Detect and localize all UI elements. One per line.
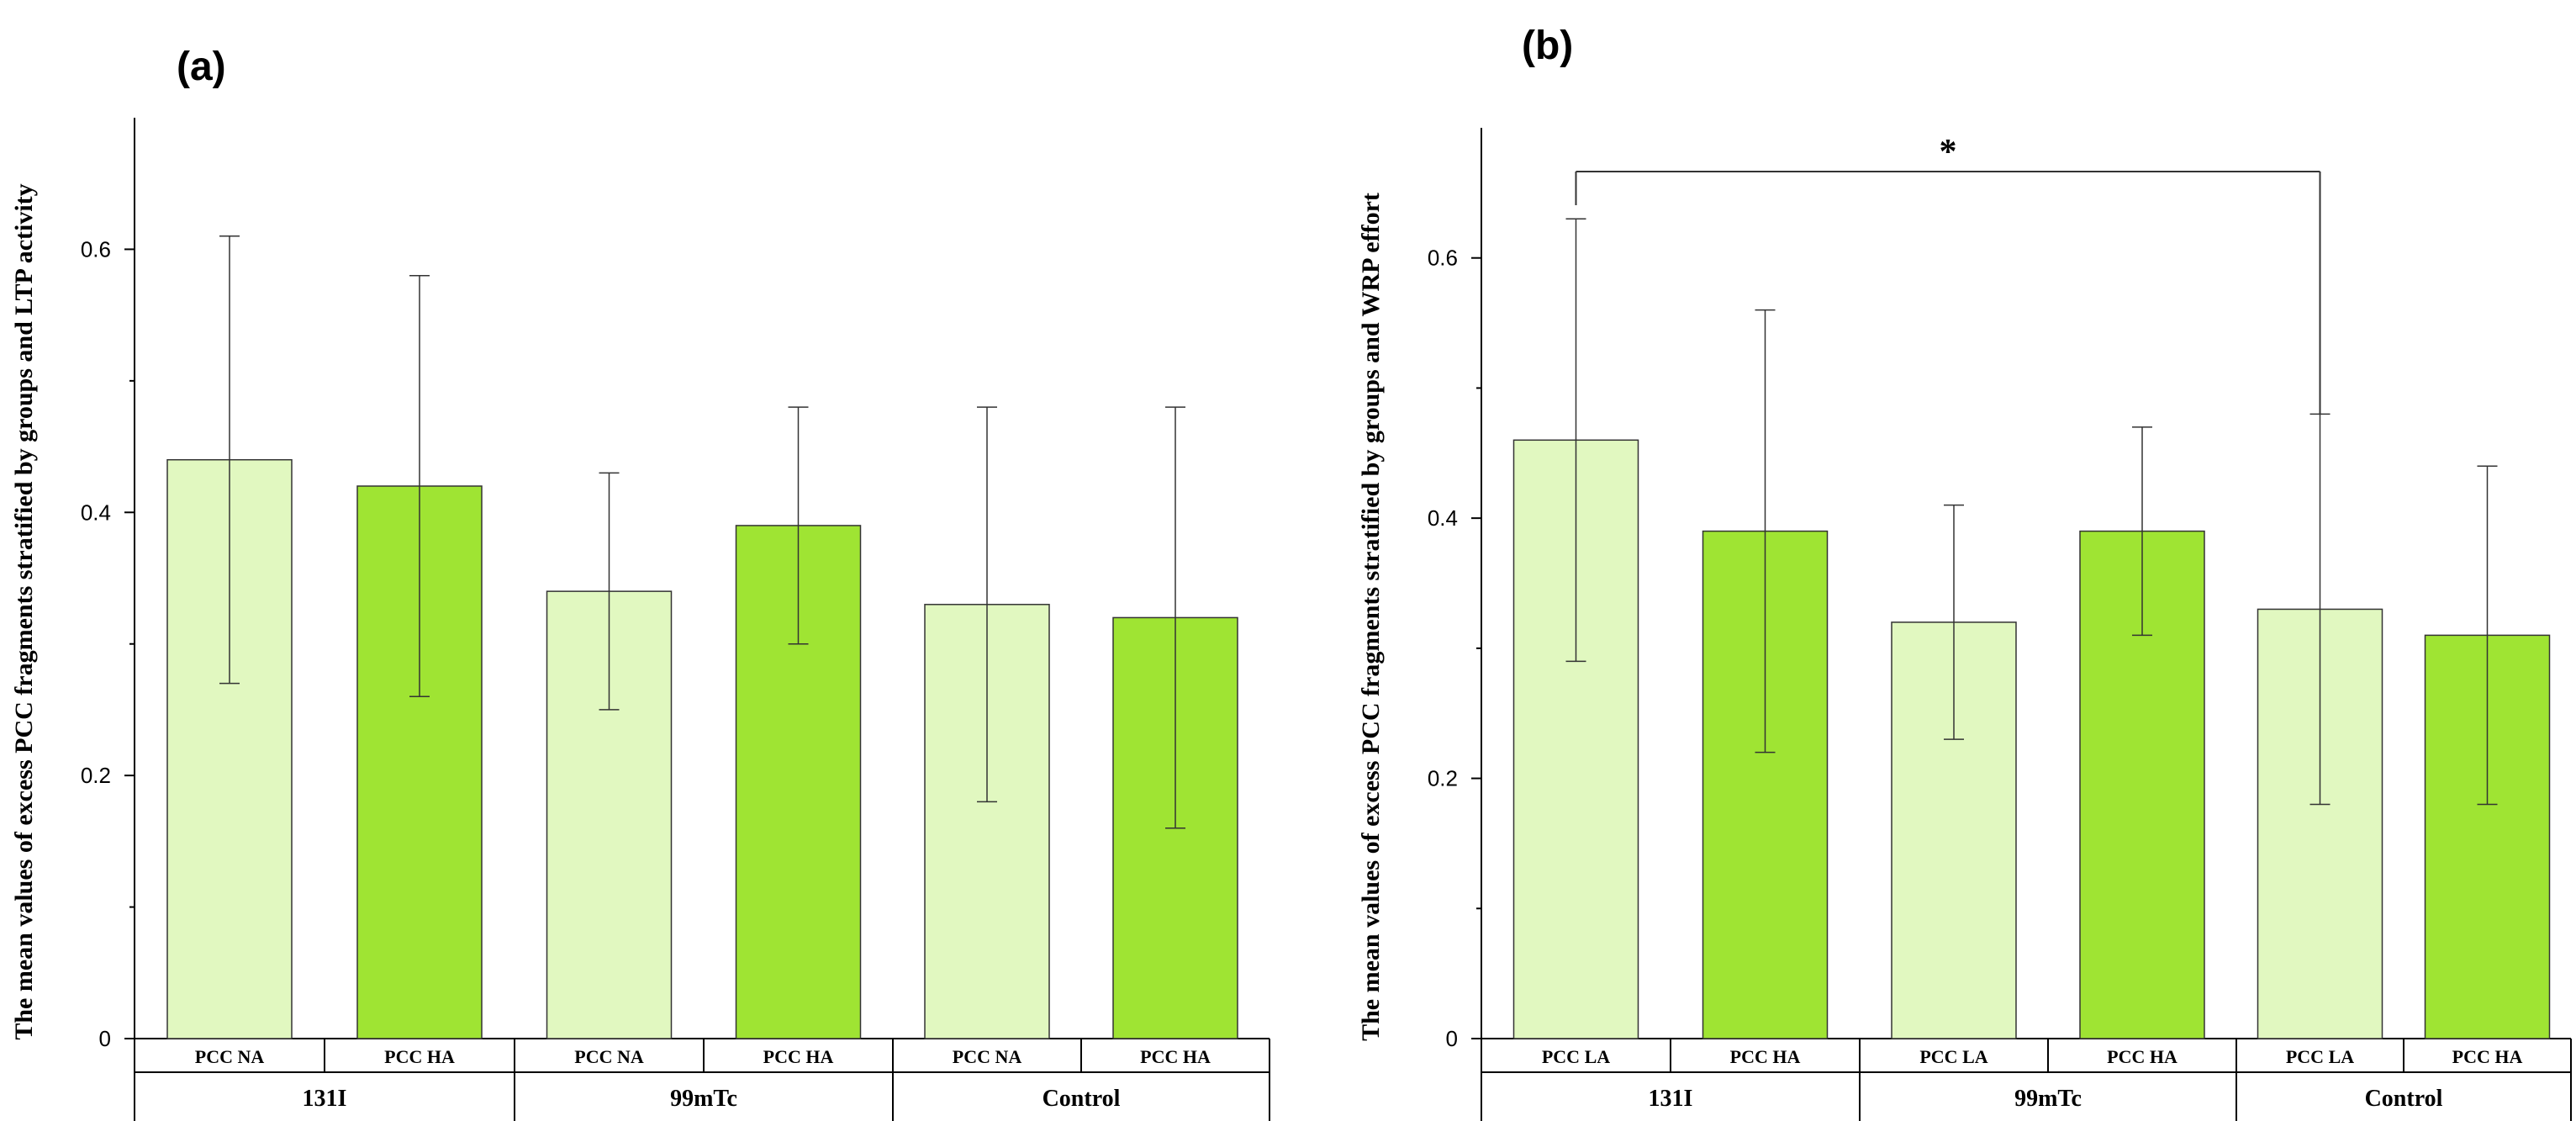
subcategory-label: PCC HA: [1140, 1046, 1211, 1067]
y-axis-label: The mean values of excess PCC fragments …: [10, 183, 38, 1039]
subcategory-label: PCC NA: [574, 1046, 644, 1067]
group-label: Control: [2365, 1086, 2443, 1112]
y-axis-label: The mean values of excess PCC fragments …: [1357, 193, 1385, 1041]
y-tick-label: 0.2: [81, 763, 111, 788]
subcategory-label: PCC HA: [2452, 1046, 2523, 1067]
group-label: 99mTc: [2014, 1086, 2082, 1112]
panel-label: (a): [177, 45, 226, 89]
significance-marker: *: [1940, 133, 1957, 172]
subcategory-label: PCC LA: [1919, 1046, 1987, 1067]
y-tick-label: 0.2: [1428, 766, 1458, 791]
y-tick-label: 0.6: [81, 236, 111, 262]
subcategory-label: PCC HA: [2107, 1046, 2177, 1067]
group-label: 99mTc: [670, 1086, 737, 1112]
subcategory-label: PCC HA: [1730, 1046, 1801, 1067]
group-label: 131I: [303, 1086, 347, 1112]
chart-panel-a: (a) The mean values of excess PCC fragmen…: [10, 45, 1270, 1121]
group-label: 131I: [1649, 1086, 1693, 1112]
chart-panel-b: (b) The mean values of excess PCC fragmen…: [1357, 24, 2572, 1121]
y-tick-label: 0.6: [1428, 246, 1458, 271]
panel-label: (b): [1522, 24, 1573, 68]
subcategory-label: PCC LA: [1542, 1046, 1610, 1067]
subcategory-label: PCC HA: [763, 1046, 834, 1067]
subcategory-label: PCC HA: [384, 1046, 455, 1067]
y-tick-label: 0.4: [1428, 505, 1458, 531]
subcategory-label: PCC NA: [195, 1046, 265, 1067]
subcategory-label: PCC LA: [2286, 1046, 2354, 1067]
y-tick-label: 0.4: [81, 500, 111, 525]
group-label: Control: [1043, 1086, 1121, 1112]
y-tick-label: 0: [1446, 1026, 1458, 1051]
y-tick-label: 0: [99, 1026, 111, 1051]
subcategory-label: PCC NA: [953, 1046, 1022, 1067]
